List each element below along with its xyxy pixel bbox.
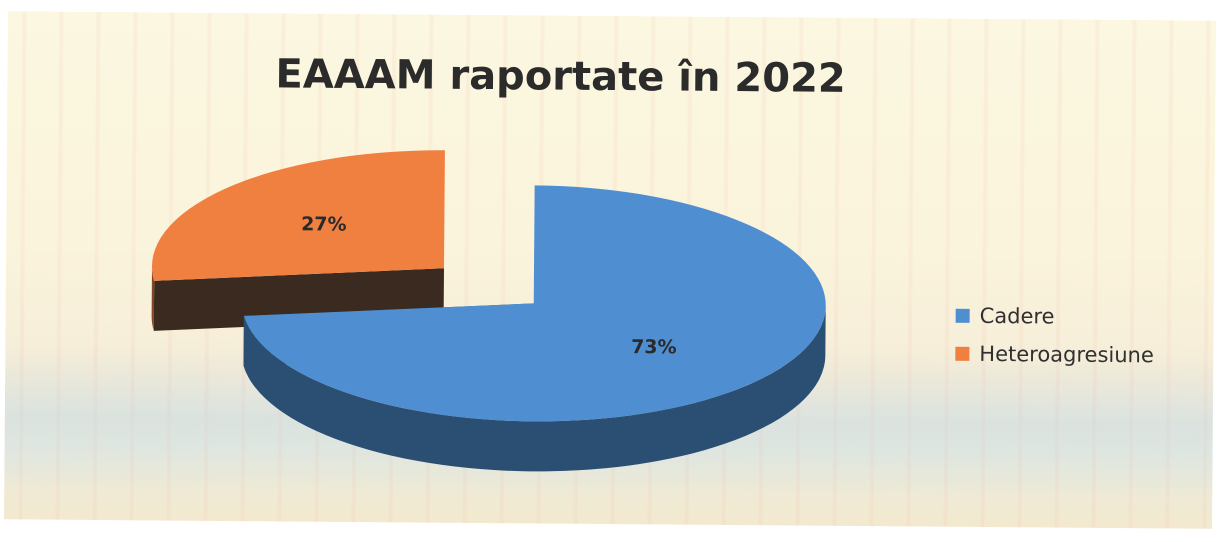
slice-cadere (243, 185, 826, 422)
legend-label-heteroagresiune: Heteroagresiune (979, 341, 1154, 368)
legend-swatch-heteroagresiune (955, 346, 970, 361)
legend-swatch-cadere (955, 308, 970, 323)
legend-item-cadere: Cadere (955, 297, 1155, 337)
legend: Cadere Heteroagresiune (955, 297, 1154, 375)
slice-rim-cadere-0 (243, 305, 826, 472)
pie-chart: 73% 27% (151, 150, 826, 472)
legend-label-cadere: Cadere (979, 303, 1055, 329)
data-label-cadere: 73% (631, 336, 677, 358)
slide: EAAAM raportate în 2022 73% 27% Cadere He… (4, 11, 1216, 529)
data-label-heteroagresiune: 27% (301, 213, 347, 235)
slice-heteroagresiune (152, 150, 445, 281)
slice-rim-heteroagresiune-0 (151, 266, 155, 331)
legend-item-heteroagresiune: Heteroagresiune (955, 335, 1154, 375)
